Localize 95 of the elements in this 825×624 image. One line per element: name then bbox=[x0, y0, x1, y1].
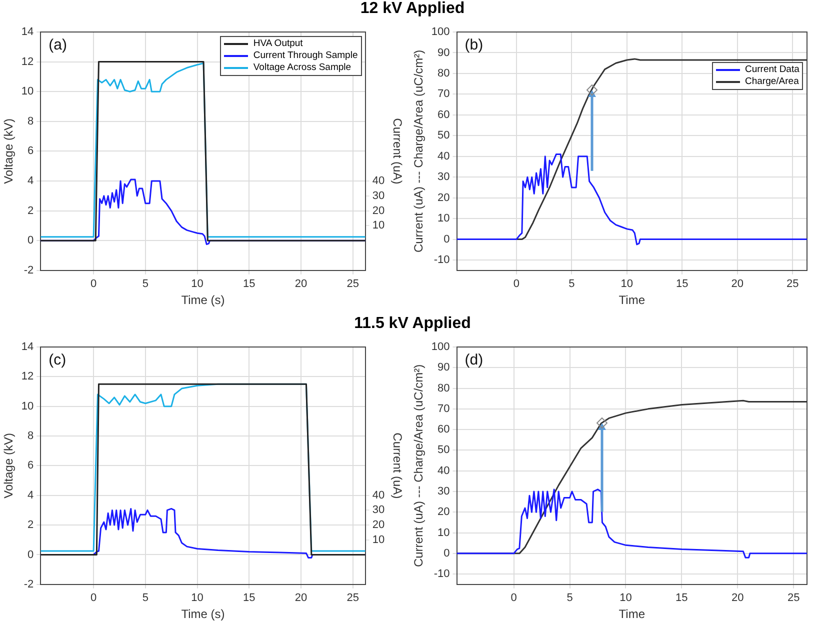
y2-tick-label: 30 bbox=[372, 504, 385, 516]
y2-axis-title: Current (uA) bbox=[390, 432, 404, 499]
y-tick-label: 20 bbox=[438, 192, 450, 204]
text: 11.5 kV Applied bbox=[353, 315, 472, 333]
x-axis-title: Time (s) bbox=[181, 293, 225, 308]
y2-tick-label: 40 bbox=[372, 175, 385, 188]
legend-label: Charge/Area bbox=[745, 76, 799, 88]
y-tick-label: 100 bbox=[431, 26, 450, 38]
y-tick-label: 8 bbox=[28, 430, 34, 442]
y-tick-label: 6 bbox=[28, 145, 34, 158]
x-axis-title: Time (s) bbox=[181, 607, 225, 622]
y2-tick-label: 10 bbox=[372, 534, 385, 546]
annotation: (b) bbox=[464, 36, 484, 54]
y-tick-label: 0 bbox=[444, 233, 450, 246]
x-tick-label: 0 bbox=[513, 278, 520, 290]
y-tick-label: 20 bbox=[438, 506, 450, 518]
x-tick-label: 25 bbox=[346, 278, 360, 290]
y-tick-label: 6 bbox=[28, 460, 34, 472]
y2-tick-label: 20 bbox=[372, 519, 385, 532]
x-tick-label: 20 bbox=[731, 278, 744, 290]
y-tick-label: 0 bbox=[444, 547, 450, 560]
y-tick-label: 4 bbox=[28, 489, 34, 502]
y-tick-label: 80 bbox=[438, 382, 450, 394]
y-tick-label: 14 bbox=[21, 26, 34, 38]
y-tick-label: 10 bbox=[438, 526, 450, 539]
y-tick-label: 100 bbox=[431, 341, 450, 354]
x-tick-label: 25 bbox=[786, 278, 799, 290]
x-tick-label: 20 bbox=[294, 278, 308, 290]
legend-label: HVA Output bbox=[253, 38, 303, 50]
y-tick-label: -2 bbox=[24, 578, 34, 590]
x-tick-label: 0 bbox=[90, 278, 97, 290]
y-tick-label: 10 bbox=[21, 86, 34, 98]
x-axis-title: Time bbox=[618, 607, 646, 622]
y-axis-title: Current (uA) --- Charge/Area (uC/cm²) bbox=[412, 364, 426, 568]
x-tick-label: 15 bbox=[676, 592, 688, 604]
x-tick-label: 10 bbox=[620, 278, 634, 290]
y-tick-label: -10 bbox=[434, 568, 450, 580]
y-tick-label: 12 bbox=[21, 56, 34, 68]
x-axis-title: Time bbox=[618, 293, 646, 308]
y2-tick-label: 30 bbox=[372, 190, 385, 202]
y-tick-label: 30 bbox=[438, 486, 450, 498]
y-tick-label: 10 bbox=[21, 400, 34, 412]
annotation: (c) bbox=[48, 352, 66, 369]
legend-label: Current Through Sample bbox=[253, 50, 358, 62]
y-axis-title: Voltage (kV) bbox=[2, 433, 16, 498]
y-tick-label: 0 bbox=[28, 548, 34, 561]
text: 12 kV Applied bbox=[359, 0, 466, 18]
annotation: (d) bbox=[464, 352, 484, 369]
y-tick-label: 2 bbox=[28, 519, 34, 532]
y-tick-label: 10 bbox=[438, 212, 450, 225]
x-tick-label: 25 bbox=[787, 592, 800, 604]
y-tick-label: 40 bbox=[438, 464, 450, 477]
y-tick-label: 30 bbox=[438, 171, 450, 184]
y-tick-label: 70 bbox=[438, 402, 450, 415]
y-tick-label: 80 bbox=[438, 67, 450, 80]
y-tick-label: 40 bbox=[438, 150, 450, 162]
y2-tick-label: 20 bbox=[372, 204, 385, 217]
x-tick-label: 10 bbox=[191, 278, 204, 290]
x-tick-label: 5 bbox=[568, 278, 575, 290]
y-tick-label: -2 bbox=[24, 264, 34, 276]
x-tick-label: 15 bbox=[243, 278, 256, 290]
y-tick-label: -10 bbox=[434, 254, 450, 266]
annotation: (a) bbox=[48, 36, 67, 54]
x-tick-label: 5 bbox=[566, 592, 573, 604]
y-tick-label: 90 bbox=[438, 46, 450, 59]
x-tick-label: 10 bbox=[620, 592, 632, 604]
y-tick-label: 50 bbox=[438, 130, 450, 142]
y2-tick-label: 40 bbox=[372, 489, 385, 502]
y-axis-title: Voltage (kV) bbox=[2, 118, 16, 184]
y2-axis-title: Current (uA) bbox=[390, 118, 404, 184]
legend-label: Current Data bbox=[745, 64, 800, 76]
y-tick-label: 70 bbox=[438, 88, 450, 100]
y-tick-label: 90 bbox=[438, 362, 450, 374]
y-tick-label: 12 bbox=[21, 370, 34, 383]
x-tick-label: 15 bbox=[676, 278, 688, 290]
y-tick-label: 8 bbox=[28, 115, 34, 128]
x-tick-label: 10 bbox=[191, 592, 204, 604]
y-tick-label: 4 bbox=[28, 175, 34, 188]
y2-tick-label: 10 bbox=[372, 220, 385, 232]
y-tick-label: 60 bbox=[438, 108, 450, 121]
x-tick-label: 20 bbox=[731, 592, 744, 604]
x-tick-label: 5 bbox=[142, 278, 148, 290]
y-tick-label: 2 bbox=[28, 204, 34, 217]
x-tick-label: 25 bbox=[346, 592, 360, 604]
y-tick-label: 0 bbox=[28, 234, 34, 247]
y-tick-label: 60 bbox=[438, 424, 450, 436]
y-tick-label: 14 bbox=[21, 341, 34, 354]
legend-label: Voltage Across Sample bbox=[253, 62, 352, 74]
x-tick-label: 15 bbox=[243, 592, 256, 604]
x-tick-label: 20 bbox=[294, 592, 308, 604]
y-tick-label: 50 bbox=[438, 444, 450, 456]
x-tick-label: 0 bbox=[90, 592, 97, 604]
x-tick-label: 5 bbox=[142, 592, 148, 604]
x-tick-label: 0 bbox=[510, 592, 517, 604]
y-axis-title: Current (uA) --- Charge/Area (uC/cm²) bbox=[412, 50, 426, 253]
